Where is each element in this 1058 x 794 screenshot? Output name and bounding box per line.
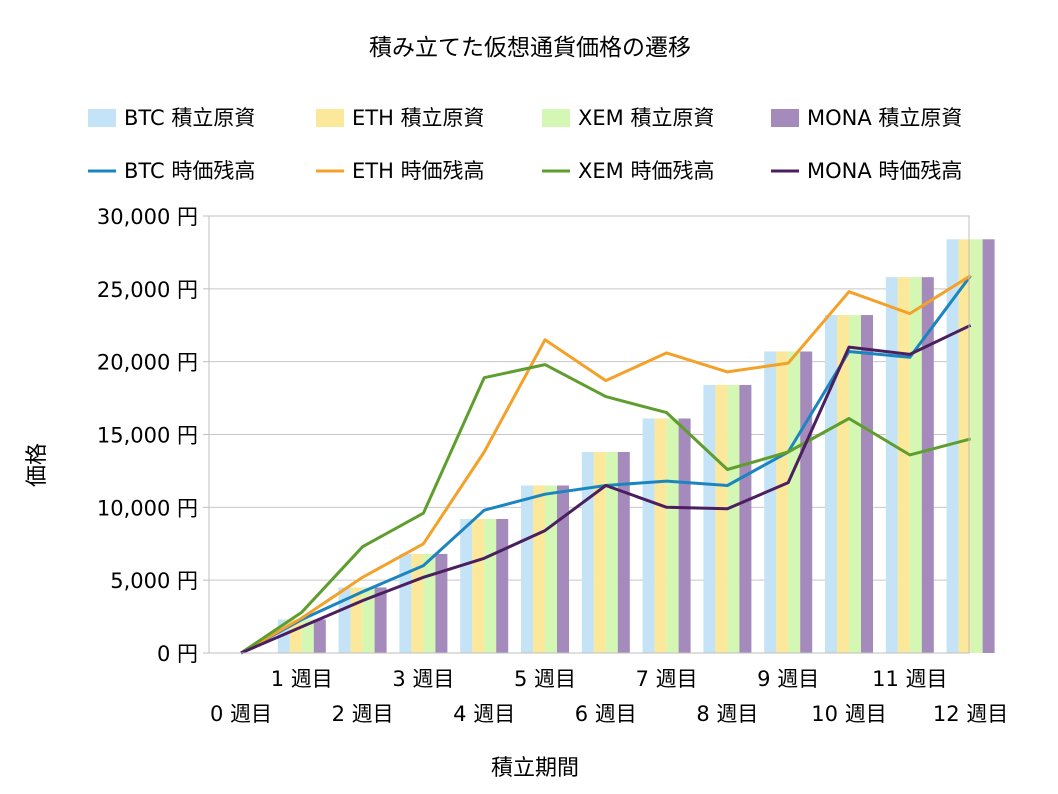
bar [605,451,618,653]
bar [399,553,412,653]
y-tick-labels: 0 円 5,000 円 10,000 円 15,000 円 20,000 円 25,000… [97,205,198,666]
legend: BTC 積立原資 ETH 積立原資 XEM 積立原資 MONA 積立原資 BTC 時価残… [88,106,962,183]
bar [362,587,375,653]
legend-swatch [316,109,344,127]
y-tick-label: 25,000 円 [97,278,198,302]
bar [545,485,557,653]
bar [897,277,910,653]
x-tick-label: 3 週目 [392,667,454,691]
bar [521,485,533,653]
bar [837,315,849,653]
x-tick-label: 7 週目 [636,667,698,691]
bar [825,315,837,653]
bar [788,351,801,653]
y-tick-label: 10,000 円 [97,496,198,520]
bar [642,418,655,653]
y-tick-label: 0 円 [157,642,198,666]
bar [557,485,569,653]
bar [496,518,509,653]
legend-swatch [542,109,570,127]
x-tick-label: 10 週目 [811,702,886,726]
bar [946,239,959,653]
bar [484,518,497,653]
bar [861,315,873,653]
x-tick-label: 5 週目 [514,667,576,691]
y-axis-label: 価格 [25,443,50,487]
bar [301,619,314,653]
x-tick-label: 9 週目 [757,667,819,691]
legend-label: BTC 積立原資 [124,106,255,130]
bar [472,518,485,653]
bar [460,518,473,653]
bar [617,451,630,653]
bar [921,277,934,653]
bar [958,239,971,653]
legend-label: XEM 積立原資 [578,106,714,130]
bar [727,384,740,653]
x-tick-labels: 0 週目 1 週目 2 週目 3 週目 4 週目 5 週目 6 週目 7 週目 8 週目 9 週目… [210,667,1008,726]
bar [909,277,922,653]
series-line [240,323,972,655]
bar [703,384,716,653]
legend-label: BTC 時価残高 [124,159,255,183]
bar [374,587,387,653]
bar [885,277,898,653]
y-tick-label: 30,000 円 [97,205,198,229]
series-line [240,363,971,655]
bar [313,619,326,653]
x-tick-label: 11 週目 [872,667,947,691]
x-tick-label: 2 週目 [332,702,394,726]
bar [849,315,861,653]
legend-label: ETH 時価残高 [352,159,485,183]
bar [800,351,813,653]
bar [435,553,448,653]
bar [776,351,789,653]
bar [666,418,679,653]
legend-label: ETH 積立原資 [352,106,485,130]
bar [715,384,728,653]
chart-title: 積み立てた仮想通貨価格の遷移 [369,35,691,61]
y-tick-label: 5,000 円 [110,569,198,593]
x-tick-label: 8 週目 [696,702,758,726]
plot-area-border [208,215,970,654]
x-tick-label: 6 週目 [575,702,637,726]
bar [764,351,777,653]
legend-label: MONA 積立原資 [807,106,962,130]
bar [970,239,983,653]
series-line [240,274,972,655]
bar [338,587,351,653]
x-tick-label: 0 週目 [210,702,272,726]
bar [982,239,995,653]
bar [678,418,691,653]
legend-label: XEM 時価残高 [578,159,714,183]
legend-swatch [771,109,799,127]
x-tick-label: 4 週目 [453,702,515,726]
bar [423,553,436,653]
x-tick-label: 1 週目 [271,667,333,691]
bar [739,384,752,653]
bar [533,485,545,653]
y-tick-label: 15,000 円 [97,424,198,448]
bar [581,451,594,653]
x-axis-label: 積立期間 [491,756,579,781]
x-tick-label: 12 週目 [933,702,1008,726]
legend-swatch [88,109,116,127]
bar [593,451,606,653]
lines [240,274,972,655]
bar [654,418,667,653]
legend-label: MONA 時価残高 [807,159,962,183]
y-tick-label: 20,000 円 [97,351,198,375]
